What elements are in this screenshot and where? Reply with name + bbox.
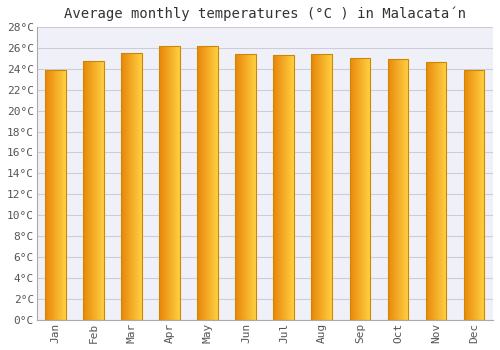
Bar bbox=[274, 55, 294, 320]
Bar bbox=[312, 54, 332, 320]
Bar bbox=[426, 62, 446, 320]
Bar bbox=[464, 70, 484, 320]
Bar bbox=[46, 70, 66, 320]
Title: Average monthly temperatures (°C ) in Malacatán: Average monthly temperatures (°C ) in Ma… bbox=[64, 7, 466, 21]
Bar bbox=[236, 54, 256, 320]
Bar bbox=[388, 59, 408, 320]
Bar bbox=[84, 61, 104, 320]
Bar bbox=[350, 58, 370, 320]
Bar bbox=[160, 46, 180, 320]
Bar bbox=[122, 53, 142, 320]
Bar bbox=[198, 46, 218, 320]
